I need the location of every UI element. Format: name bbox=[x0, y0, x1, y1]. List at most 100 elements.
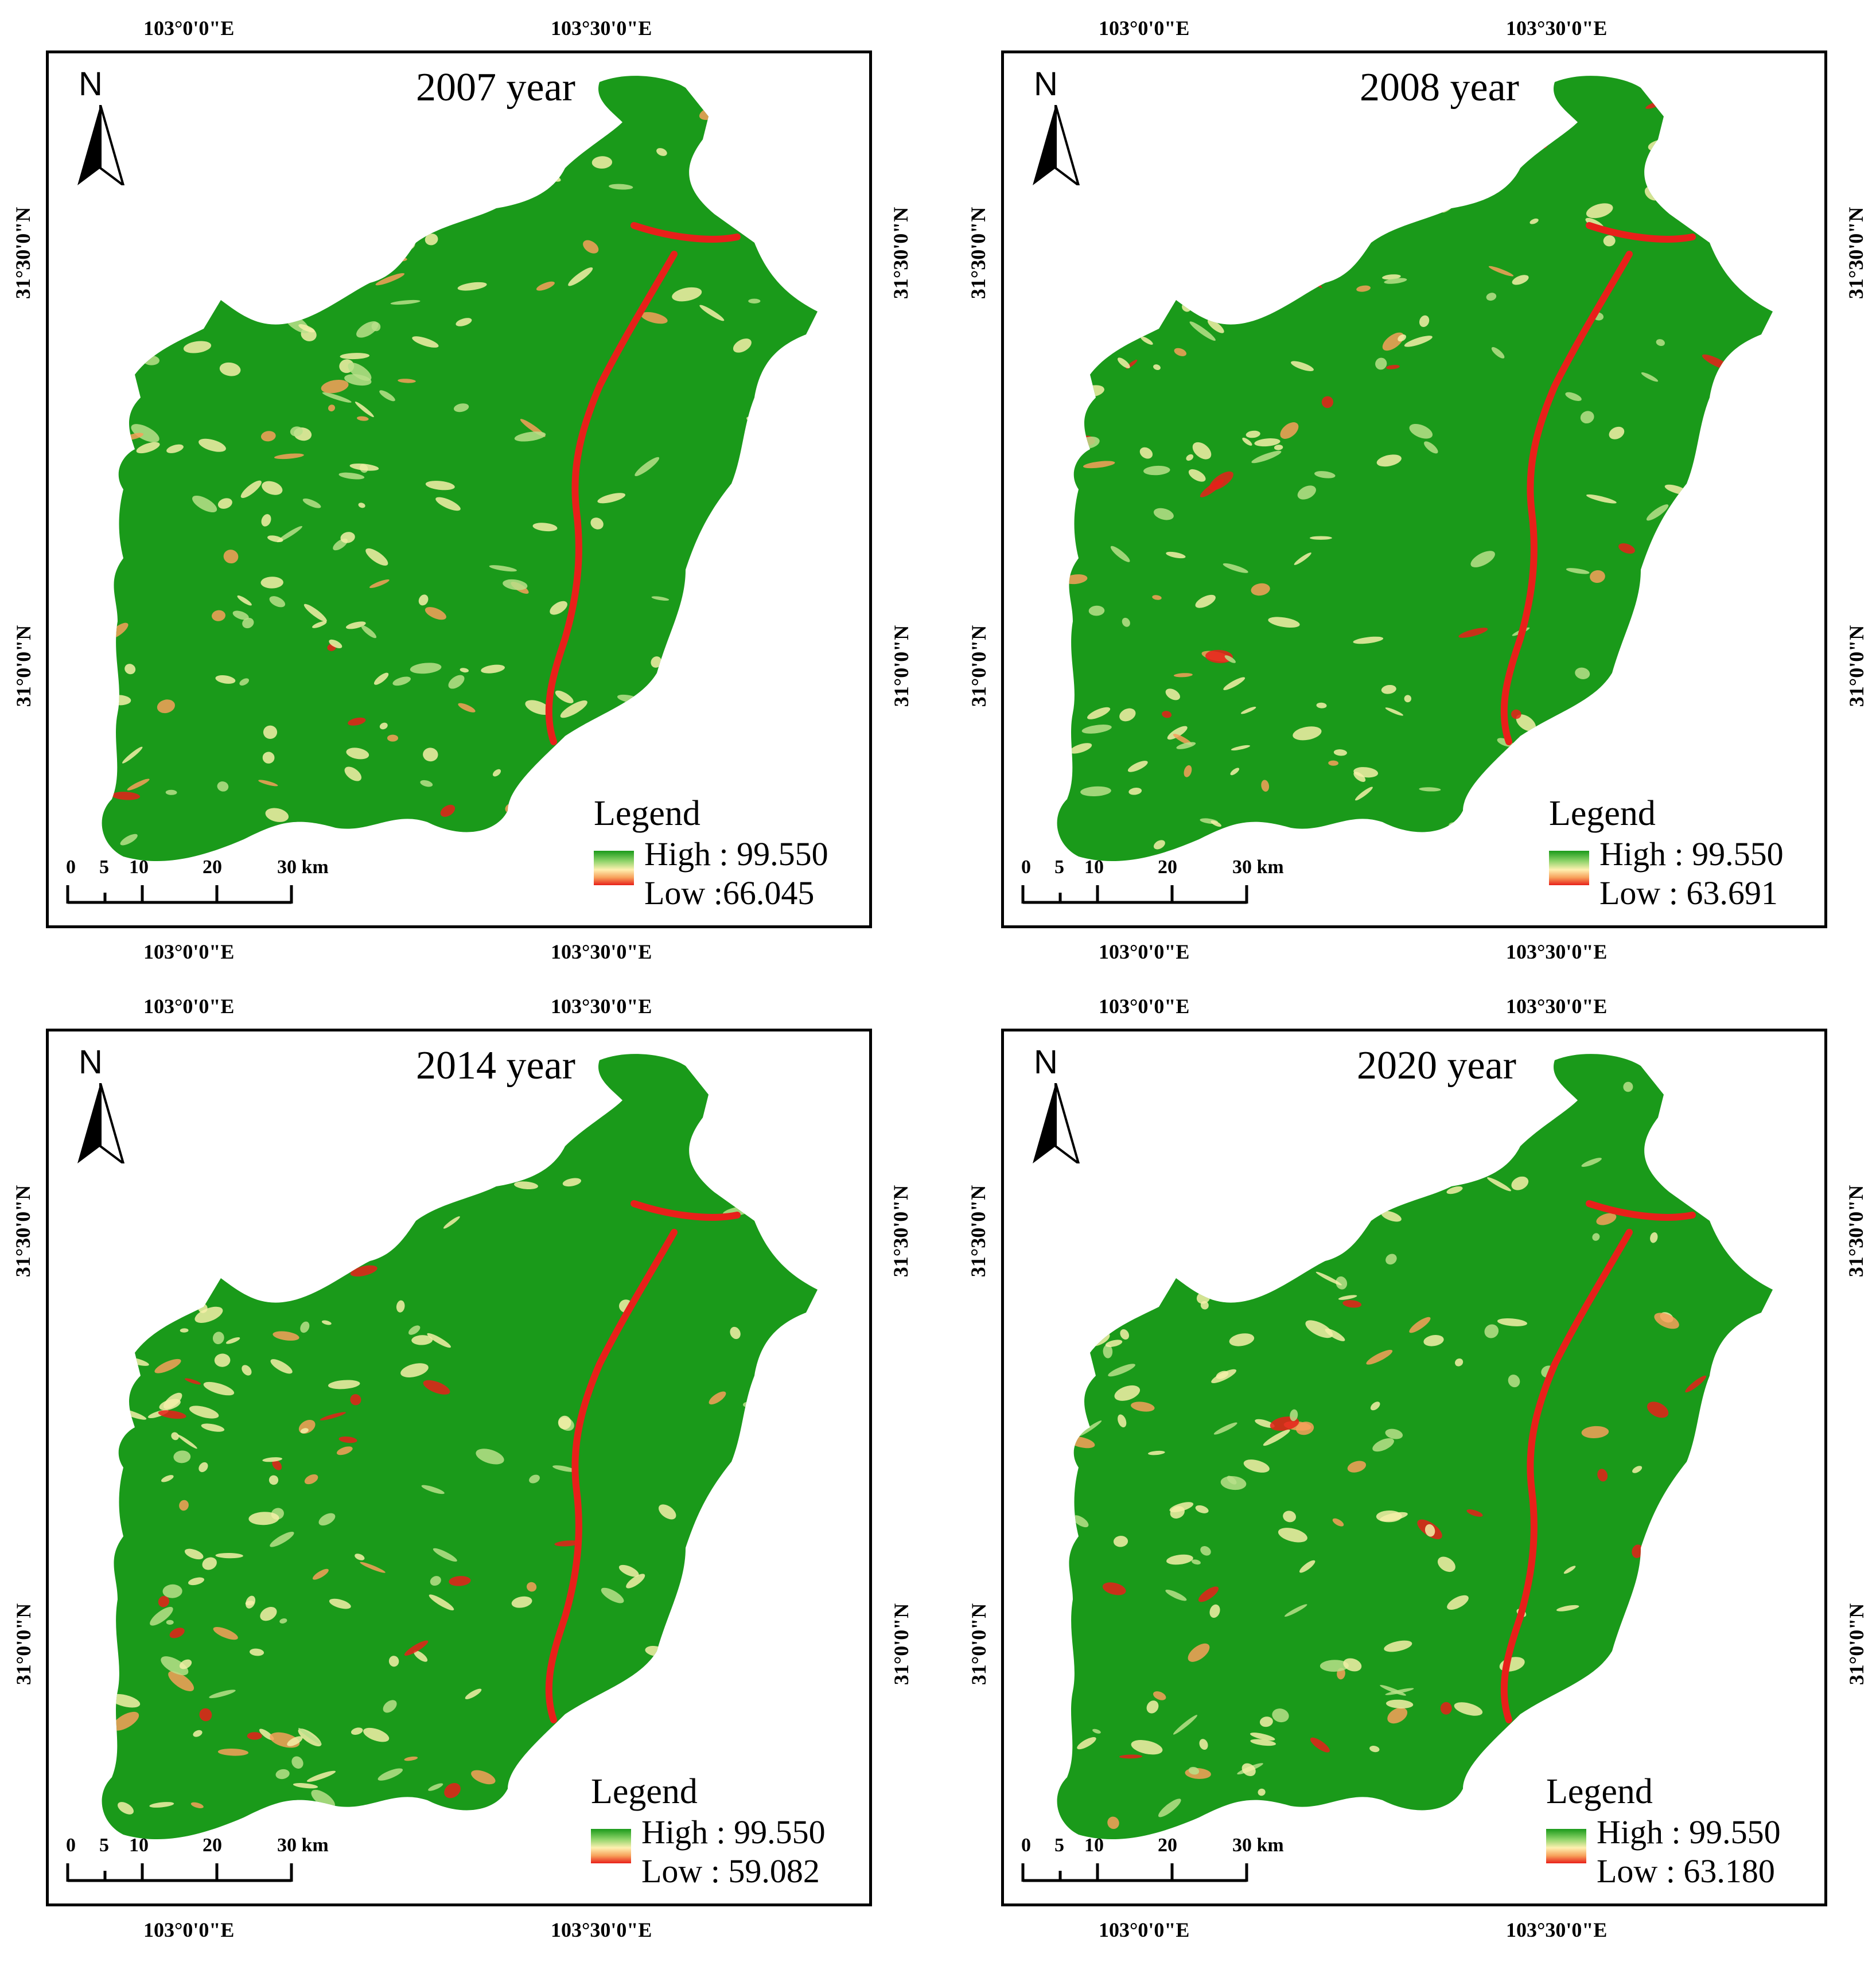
map-panel-1: 103°0'0"E 103°30'0"E 103°0'0"E 103°30'0"… bbox=[0, 0, 938, 981]
legend-high-value: High : 99.550 bbox=[641, 1813, 826, 1851]
texture-patch bbox=[321, 379, 349, 394]
map-title: 2008 year bbox=[1360, 65, 1519, 110]
legend-title: Legend bbox=[591, 1772, 698, 1811]
texture-patch bbox=[1640, 1580, 1650, 1591]
texture-patch bbox=[1387, 1707, 1408, 1724]
texture-patch bbox=[352, 115, 377, 135]
texture-patch bbox=[223, 550, 239, 564]
lon-label-top-left: 103°0'0"E bbox=[143, 995, 235, 1018]
texture-patch bbox=[647, 1688, 673, 1703]
watershed-region bbox=[1057, 1054, 1773, 1840]
texture-patch bbox=[465, 1688, 482, 1699]
texture-patch bbox=[532, 523, 558, 532]
texture-patch bbox=[441, 195, 453, 205]
texture-patch bbox=[1703, 1658, 1734, 1670]
texture-patch bbox=[423, 1380, 450, 1395]
texture-patch bbox=[1353, 636, 1384, 644]
texture-patch bbox=[1305, 1320, 1333, 1338]
texture-patch bbox=[1131, 1402, 1155, 1412]
texture-patch bbox=[1153, 142, 1165, 149]
texture-patch bbox=[190, 1802, 204, 1808]
texture-patch bbox=[429, 1594, 454, 1611]
texture-patch bbox=[1064, 574, 1088, 585]
texture-patch bbox=[411, 1335, 433, 1345]
map-frame: 2008 year N Legend High : 99.550 Low : 6… bbox=[1001, 50, 1827, 928]
texture-patch bbox=[298, 324, 315, 333]
texture-patch bbox=[122, 746, 143, 764]
texture-patch bbox=[1581, 1158, 1602, 1167]
texture-patch bbox=[360, 1562, 386, 1573]
texture-patch bbox=[1083, 1219, 1107, 1238]
texture-patch bbox=[1250, 1739, 1276, 1746]
north-arrow: N bbox=[1021, 65, 1090, 191]
texture-patch bbox=[1120, 1329, 1130, 1340]
watershed-region bbox=[102, 76, 818, 862]
texture-patch bbox=[1162, 711, 1172, 718]
lon-label-top-right: 103°30'0"E bbox=[551, 995, 652, 1018]
texture-patch bbox=[154, 1358, 181, 1373]
texture-patch bbox=[1563, 1566, 1576, 1574]
texture-patch bbox=[344, 766, 362, 781]
texture-patch bbox=[1316, 702, 1327, 708]
north-arrow: N bbox=[66, 65, 135, 191]
texture-patch bbox=[1640, 675, 1665, 695]
texture-patch bbox=[1385, 1688, 1414, 1695]
texture-patch bbox=[320, 224, 342, 238]
texture-patch bbox=[1320, 1660, 1349, 1672]
map-frame: 2014 year N Legend High : 99.550 Low : 5… bbox=[46, 1029, 872, 1906]
texture-patch bbox=[1216, 103, 1246, 114]
texture-patch bbox=[1167, 726, 1188, 740]
texture-patch bbox=[1385, 707, 1403, 716]
texture-patch bbox=[443, 1216, 460, 1229]
texture-patch bbox=[529, 1474, 540, 1484]
texture-patch bbox=[1236, 246, 1252, 260]
texture-patch bbox=[419, 1139, 431, 1149]
texture-patch bbox=[1176, 1182, 1205, 1195]
texture-patch bbox=[739, 1098, 752, 1105]
texture-patch bbox=[1437, 1556, 1455, 1572]
texture-patch bbox=[161, 1475, 174, 1482]
texture-patch bbox=[1244, 219, 1263, 229]
lat-label-left-bottom: 31°0'0"N bbox=[12, 625, 36, 707]
legend-low-value: Low : 59.082 bbox=[641, 1852, 820, 1890]
scale-label-0: 0 bbox=[66, 1835, 76, 1856]
texture-patch bbox=[756, 1558, 765, 1566]
texture-patch bbox=[1146, 1263, 1165, 1275]
texture-patch bbox=[1458, 628, 1488, 638]
texture-patch bbox=[1404, 336, 1433, 347]
texture-patch bbox=[1080, 786, 1111, 797]
texture-patch bbox=[1284, 1604, 1307, 1617]
texture-patch bbox=[1211, 820, 1221, 827]
texture-patch bbox=[1205, 1217, 1236, 1235]
texture-patch bbox=[1149, 225, 1161, 233]
lat-label-right-top: 31°30'0"N bbox=[889, 207, 913, 299]
legend: Legend High : 99.550 Low : 59.082 bbox=[591, 1772, 869, 1903]
texture-patch bbox=[328, 1380, 360, 1389]
texture-patch bbox=[212, 610, 225, 621]
texture-patch bbox=[1398, 334, 1406, 342]
texture-patch bbox=[425, 233, 438, 246]
lat-label-left-top: 31°30'0"N bbox=[11, 1185, 35, 1278]
texture-patch bbox=[1229, 1130, 1255, 1148]
texture-patch bbox=[1590, 570, 1605, 583]
texture-patch bbox=[306, 95, 333, 117]
texture-patch bbox=[1250, 1814, 1265, 1824]
scale-label-10: 10 bbox=[1084, 857, 1104, 878]
texture-patch bbox=[1384, 1640, 1412, 1652]
texture-patch bbox=[1186, 1187, 1213, 1194]
river-corridor bbox=[1500, 222, 1696, 745]
texture-patch bbox=[1131, 1740, 1163, 1755]
texture-patch bbox=[437, 1135, 450, 1142]
texture-patch bbox=[583, 240, 599, 254]
texture-patch bbox=[1141, 336, 1153, 345]
texture-patch bbox=[137, 288, 164, 305]
texture-patch bbox=[326, 246, 337, 253]
texture-patch bbox=[1200, 479, 1224, 497]
texture-patch bbox=[169, 1628, 185, 1638]
texture-patch bbox=[1259, 1716, 1273, 1727]
lon-label-bottom-right: 103°30'0"E bbox=[1506, 1918, 1608, 1941]
texture-patch bbox=[398, 379, 416, 383]
lat-label-left-bottom: 31°0'0"N bbox=[12, 1603, 36, 1685]
texture-patch bbox=[1111, 1295, 1137, 1306]
legend-title: Legend bbox=[1549, 794, 1656, 833]
